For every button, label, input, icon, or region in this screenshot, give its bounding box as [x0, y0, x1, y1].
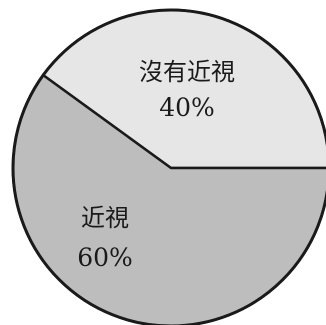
slice-label-group-no-myopia: 沒有近視 40%: [139, 58, 235, 122]
slice-label-myopia: 近視: [81, 204, 129, 232]
slice-label-group-myopia: 近視 60%: [77, 204, 133, 272]
pie-outline: [11, 8, 326, 325]
slice-value-myopia: 60%: [77, 243, 133, 272]
slice-value-no-myopia: 40%: [159, 93, 215, 122]
slice-label-no-myopia: 沒有近視: [139, 58, 235, 86]
